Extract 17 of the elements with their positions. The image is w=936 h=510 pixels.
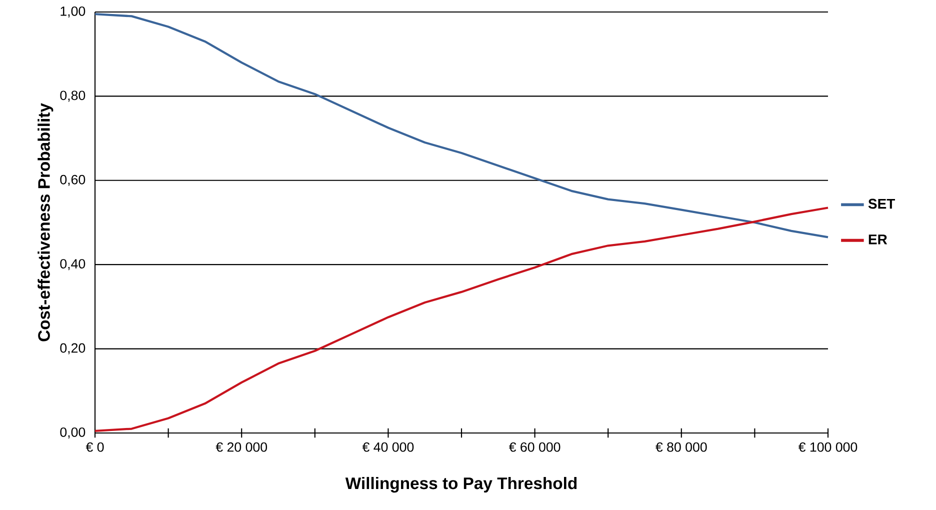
legend-label: ER — [868, 234, 888, 244]
legend-label: SET — [868, 198, 896, 209]
y-tick-label: 0,60 — [60, 174, 86, 186]
line-series — [94, 206, 830, 432]
x-tick-label: € 0 — [86, 442, 104, 452]
x-tick-label: € 40 000 — [362, 442, 414, 452]
y-tick-label: 0,00 — [60, 427, 86, 439]
x-tick-label: € 20 000 — [216, 442, 268, 452]
y-tick-label: 0,80 — [60, 90, 86, 102]
x-tick-label: € 80 000 — [656, 442, 707, 452]
y-tick-label: 0,20 — [60, 343, 86, 354]
x-axis-title: Willingness to Pay Threshold — [345, 476, 577, 493]
x-tick-label: € 60 000 — [508, 442, 560, 452]
x-tick-label: € 100 000 — [798, 442, 858, 452]
y-tick-label: 1,00 — [60, 6, 86, 18]
y-tick-label: 0,40 — [60, 259, 86, 270]
y-axis-title: Cost-effectiveness Probability — [38, 103, 54, 342]
